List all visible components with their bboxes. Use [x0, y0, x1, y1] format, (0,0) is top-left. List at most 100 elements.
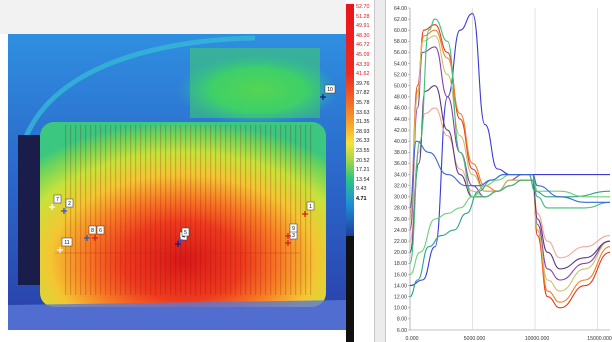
y-tick-label: 24.00 — [394, 228, 407, 234]
y-tick-label: 34.00 — [394, 172, 407, 178]
thermal-image[interactable]: 1 2 3 45 6 7 8 9 10 11 — [0, 0, 346, 342]
x-tick-label: 15000.000 — [587, 336, 612, 342]
series-line-1 — [409, 13, 610, 287]
marker-label: 11 — [64, 240, 69, 246]
marker-3[interactable]: 3 — [285, 230, 298, 246]
y-tick-label: 16.00 — [394, 272, 407, 278]
cable-arc — [17, 35, 256, 156]
marker-label-box — [53, 194, 62, 204]
scale-tick: 52.70 — [356, 4, 370, 10]
marker-7[interactable]: 7 — [49, 194, 62, 210]
scale-dark-band — [346, 236, 354, 342]
series-line-3 — [409, 29, 611, 303]
y-tick-label: 12.00 — [394, 294, 407, 300]
series-line-11 — [409, 140, 610, 209]
table-surface — [8, 300, 346, 330]
marker-5[interactable]: 5 — [177, 227, 190, 243]
series-line-8 — [409, 18, 611, 264]
scale-tick: 4.71 — [356, 196, 367, 202]
marker-10[interactable]: 10 — [320, 84, 336, 100]
scale-gradient — [346, 4, 354, 236]
x-axis: 0.000 5000.000 10000.000 15000.000 — [406, 336, 612, 342]
marker-label: 9 — [292, 226, 295, 232]
y-tick-label: 56.00 — [394, 50, 407, 56]
y-tick-label: 26.00 — [394, 217, 407, 223]
y-axis: 64.00 62.00 60.00 58.00 56.00 54.00 52.00 50.00… — [394, 6, 410, 334]
top-component — [190, 48, 320, 118]
scale-tick: 41.62 — [356, 71, 370, 78]
marker-label: 6 — [99, 228, 102, 234]
y-tick-label: 36.00 — [394, 161, 407, 167]
scale-tick: 46.72 — [356, 42, 370, 49]
y-tick-label: 64.00 — [394, 6, 407, 12]
marker-8[interactable]: 8 — [84, 225, 97, 241]
marker-6[interactable]: 6 — [92, 225, 105, 241]
scale-tick: 39.76 — [356, 80, 370, 87]
y-tick-label: 38.00 — [394, 150, 407, 156]
scale-tick: 48.30 — [356, 32, 370, 39]
chart-grid — [409, 8, 610, 331]
y-tick-label: 52.00 — [394, 72, 407, 78]
y-tick-label: 48.00 — [394, 95, 407, 101]
series-line-5 — [409, 35, 611, 292]
marker-label: 4 — [182, 234, 185, 240]
temperature-scale: 52.70 51.28 49.91 48.30 46.72 45.09 43.39 41.62… — [346, 0, 374, 342]
scale-tick: 13.54 — [356, 176, 370, 183]
scale-tick: 45.09 — [356, 52, 370, 58]
x-tick-label: 10000.000 — [525, 336, 550, 342]
marker-label-box — [289, 223, 298, 233]
y-tick-label: 40.00 — [394, 139, 407, 145]
scale-tick: 43.39 — [356, 61, 370, 68]
y-tick-label: 8.00 — [397, 317, 407, 323]
y-tick-label: 62.00 — [394, 17, 407, 23]
y-tick-label: 6.00 — [397, 328, 407, 334]
y-tick-label: 22.00 — [394, 239, 407, 245]
temperature-chart[interactable]: 64.00 62.00 60.00 58.00 56.00 54.00 52.00 50.00… — [386, 0, 612, 342]
marker-2[interactable]: 2 — [61, 198, 74, 214]
marker-label-box — [88, 225, 97, 235]
marker-label-box — [96, 225, 105, 235]
y-tick-label: 10.00 — [394, 306, 407, 312]
series-line-10 — [409, 174, 610, 276]
heatsink-fins — [65, 125, 315, 295]
marker-label: 2 — [68, 201, 71, 207]
series-line-7 — [409, 85, 611, 270]
marker-label-box — [61, 237, 73, 247]
scale-tick: 17.21 — [356, 167, 370, 174]
scale-tick: 35.78 — [356, 100, 370, 106]
scale-tick: 28.93 — [356, 128, 370, 135]
scale-tick: 33.63 — [356, 109, 370, 116]
scale-tick: 37.82 — [356, 90, 370, 97]
marker-label: 7 — [56, 197, 59, 203]
scale-tick: 9.43 — [356, 186, 367, 193]
scale-tick: 20.52 — [356, 157, 370, 164]
y-tick-label: 28.00 — [394, 206, 407, 212]
scale-tick: 49.91 — [356, 23, 370, 30]
marker-label: 5 — [184, 230, 187, 236]
series-line-4 — [409, 46, 611, 281]
scale-tick: 23.55 — [356, 148, 370, 154]
y-tick-label: 50.00 — [394, 84, 407, 90]
y-tick-label: 42.00 — [394, 128, 407, 134]
marker-11[interactable]: 11 — [57, 237, 73, 253]
marker-label-box — [181, 227, 190, 237]
x-tick-label: 5000.000 — [464, 336, 486, 342]
marker-label-box — [65, 198, 74, 208]
scale-tick: 51.28 — [356, 13, 370, 20]
marker-label-box — [324, 84, 336, 94]
y-tick-label: 14.00 — [394, 283, 407, 289]
x-tick-label: 0.000 — [406, 336, 419, 342]
marker-label-box — [306, 201, 315, 211]
y-tick-label: 20.00 — [394, 250, 407, 256]
marker-1[interactable]: 1 — [302, 201, 315, 217]
y-tick-label: 54.00 — [394, 61, 407, 67]
marker-9[interactable]: 9 — [285, 223, 298, 239]
y-tick-label: 46.00 — [394, 106, 407, 112]
y-tick-label: 60.00 — [394, 28, 407, 34]
y-tick-label: 18.00 — [394, 261, 407, 267]
marker-layer: 1 2 3 45 6 7 8 9 10 11 — [49, 84, 336, 253]
panel-splitter[interactable] — [374, 0, 386, 342]
marker-label: 10 — [327, 87, 333, 93]
series-line-2 — [409, 24, 611, 309]
y-tick-label: 30.00 — [394, 195, 407, 201]
